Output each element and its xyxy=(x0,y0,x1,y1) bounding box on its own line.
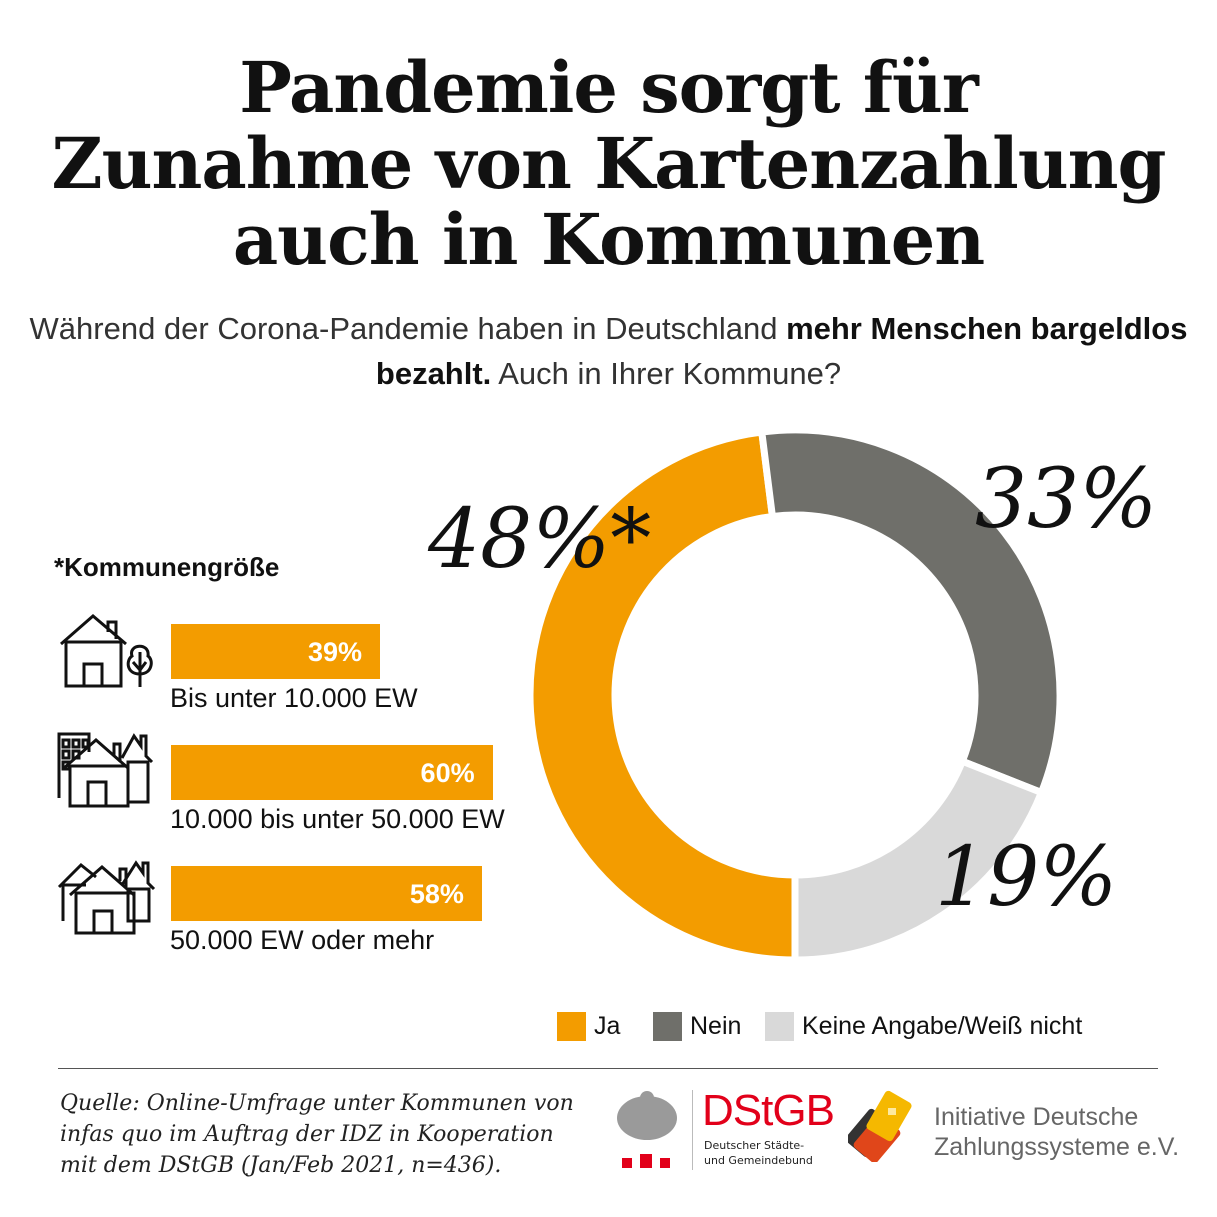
bar: 58% xyxy=(171,866,482,921)
data-label-ja: 48%* xyxy=(428,492,651,587)
legend-swatch xyxy=(653,1012,682,1041)
dstgb-logo-text: DStGB xyxy=(702,1086,835,1135)
data-label-keine-angabe: 19% xyxy=(935,830,1117,925)
legend-swatch xyxy=(557,1012,586,1041)
subtitle-text: Auch in Ihrer Kommune? xyxy=(491,356,842,391)
bar-category-label: 10.000 bis unter 50.000 EW xyxy=(170,804,505,834)
title-line: Zunahme von Kartenzahlung xyxy=(51,122,1167,205)
dstgb-line: Deutscher Städte- xyxy=(704,1139,805,1152)
data-label-text: 48%* xyxy=(428,492,652,587)
donut-slice-0 xyxy=(526,428,799,964)
bar: 60% xyxy=(171,745,493,800)
legend-item-ja: Ja xyxy=(557,1012,620,1041)
dstgb-subtitle: Deutscher Städte- und Gemeindebund xyxy=(704,1138,813,1168)
data-label-nein: 33% xyxy=(975,452,1157,547)
divider xyxy=(58,1068,1158,1069)
page-title: Pandemie sorgt für Zunahme von Kartenzah… xyxy=(0,50,1217,278)
source-note: Quelle: Online-Umfrage unter Kommunen vo… xyxy=(60,1088,574,1181)
small-town-house-tree-icon xyxy=(60,614,153,688)
donut-slice-1 xyxy=(757,426,1064,798)
source-line: Quelle: Online-Umfrage unter Kommunen vo… xyxy=(60,1091,574,1116)
title-line: auch in Kommunen xyxy=(232,198,985,281)
legend-label: Ja xyxy=(594,1012,621,1040)
legend-label: Nein xyxy=(690,1012,742,1040)
idz-cards-logo-icon xyxy=(848,1090,912,1162)
bar: 39% xyxy=(171,624,381,679)
city-houses-icon xyxy=(57,860,156,935)
bar-category-label: 50.000 EW oder mehr xyxy=(170,925,435,955)
source-line: mit dem DStGB (Jan/Feb 2021, n=436). xyxy=(60,1153,502,1178)
idz-line: Initiative Deutsche xyxy=(934,1103,1139,1131)
subtitle-bold: mehr Menschen bargeldlos bezahlt. xyxy=(375,311,1188,391)
bar-chart-title: *Kommunengröße xyxy=(54,552,280,582)
legend-item-keine-angabe: Keine Angabe/Weiß nicht xyxy=(765,1012,1082,1041)
legend-swatch xyxy=(765,1012,794,1041)
subtitle-text: Während der Corona-Pandemie haben in Deu… xyxy=(29,311,787,346)
subtitle: Während der Corona-Pandemie haben in Deu… xyxy=(0,306,1217,396)
data-label-text: 33% xyxy=(975,452,1158,547)
bar-category-label: Bis unter 10.000 EW xyxy=(170,683,418,713)
donut-slice-2 xyxy=(791,756,1046,964)
dstgb-line: und Gemeindebund xyxy=(704,1154,813,1167)
idz-line: Zahlungssysteme e.V. xyxy=(934,1133,1180,1161)
legend-item-nein: Nein xyxy=(653,1012,741,1041)
title-line: Pandemie sorgt für xyxy=(239,46,979,129)
logo-divider xyxy=(692,1090,693,1170)
source-line: infas quo im Auftrag der IDZ in Kooperat… xyxy=(60,1122,554,1147)
legend-label: Keine Angabe/Weiß nicht xyxy=(802,1012,1083,1040)
eagle-logo-icon xyxy=(617,1091,677,1168)
data-label-text: 19% xyxy=(935,830,1118,925)
idz-logo-text: Initiative Deutsche Zahlungssysteme e.V. xyxy=(934,1102,1179,1162)
donut-chart xyxy=(526,426,1064,964)
mid-town-houses-building-icon xyxy=(57,732,154,808)
